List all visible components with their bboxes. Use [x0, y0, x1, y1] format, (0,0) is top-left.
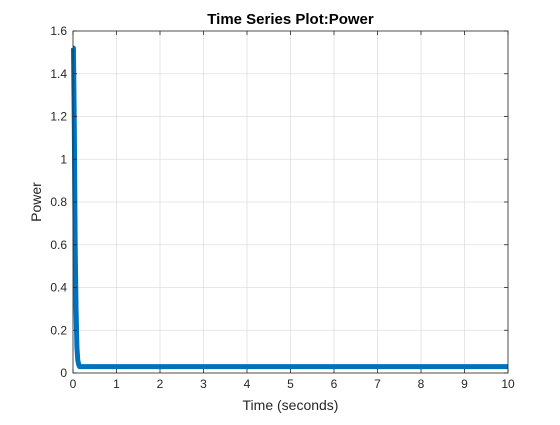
y-tick-label: 0.2 — [50, 323, 67, 337]
series-layer — [70, 45, 508, 370]
y-tick-label: 0.8 — [50, 195, 67, 209]
y-tick-label: 1 — [60, 152, 67, 166]
y-tick-label: 1.4 — [50, 67, 67, 81]
ticks — [72, 30, 509, 374]
y-axis-label: Power — [28, 182, 44, 222]
y-tick-label: 0.6 — [50, 238, 67, 252]
x-tick-label: 2 — [157, 377, 164, 391]
x-tick-label: 6 — [331, 377, 338, 391]
x-tick-label: 7 — [374, 377, 381, 391]
y-tick-label: 1.6 — [50, 24, 67, 38]
series-line-power — [70, 45, 508, 370]
x-tick-label: 3 — [200, 377, 207, 391]
x-tick-label: 9 — [461, 377, 468, 391]
y-tick-label: 0 — [60, 366, 67, 380]
x-tick-label: 10 — [501, 377, 515, 391]
y-tick-label: 1.2 — [50, 110, 67, 124]
tick-labels: 0 1 2 3 4 5 6 7 8 9 10 0 0.2 0.4 0.6 0.8 1 1.2 1.4 1.6 — [50, 24, 515, 391]
x-tick-label: 8 — [418, 377, 425, 391]
chart-title: Time Series Plot:Power — [207, 11, 374, 28]
y-tick-label: 0.4 — [50, 281, 67, 295]
x-tick-label: 4 — [244, 377, 251, 391]
x-tick-label: 1 — [113, 377, 120, 391]
x-axis-label: Time (seconds) — [243, 397, 339, 413]
x-tick-label: 0 — [70, 377, 77, 391]
x-tick-label: 5 — [287, 377, 294, 391]
